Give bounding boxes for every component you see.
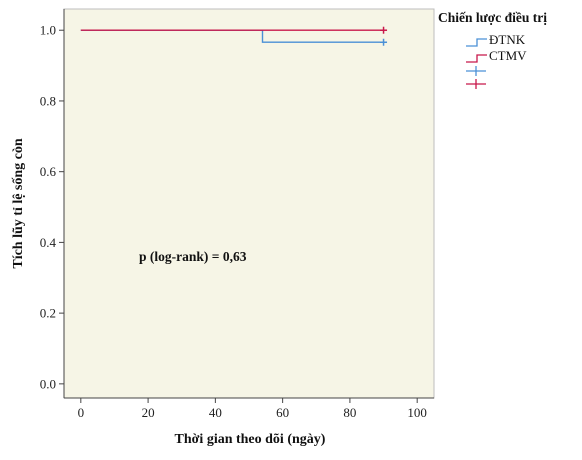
y-tick-label: 0.0 bbox=[40, 376, 56, 391]
y-tick-label: 1.0 bbox=[40, 23, 56, 38]
legend-censor-swatch bbox=[466, 66, 486, 76]
series-layer bbox=[80, 26, 388, 46]
x-tick-label: 40 bbox=[209, 405, 222, 420]
legend-step-swatch bbox=[466, 38, 487, 47]
x-tick-label: 20 bbox=[142, 405, 155, 420]
y-tick-label: 0.2 bbox=[40, 306, 56, 321]
plot-area bbox=[63, 8, 435, 399]
y-tick-label: 0.8 bbox=[40, 93, 56, 108]
y-tick-label: 0.4 bbox=[40, 235, 57, 250]
x-tick-label: 80 bbox=[343, 405, 356, 420]
legend-step-swatch bbox=[466, 54, 487, 63]
x-tick-label: 0 bbox=[78, 405, 85, 420]
log-rank-annotation: p (log-rank) = 0,63 bbox=[139, 249, 247, 264]
legend-title: Chiến lược điều trị bbox=[438, 10, 547, 25]
y-axis-title: Tích lũy tỉ lệ sống còn bbox=[11, 138, 26, 269]
censor-mark bbox=[380, 38, 388, 46]
legend-label: CTMV bbox=[489, 48, 527, 63]
x-tick-label: 60 bbox=[276, 405, 289, 420]
legend-censor-swatch bbox=[466, 79, 486, 89]
x-tick-label: 100 bbox=[407, 405, 427, 420]
censor-mark bbox=[380, 26, 388, 34]
axes: 0 20 40 60 80 100 0.0 0.2 0.4 0.6 0.8 1.0 bbox=[40, 9, 434, 420]
y-tick-label: 0.6 bbox=[40, 164, 57, 179]
legend-label: ĐTNK bbox=[489, 32, 526, 47]
x-axis-title: Thời gian theo dõi (ngày) bbox=[175, 432, 326, 447]
